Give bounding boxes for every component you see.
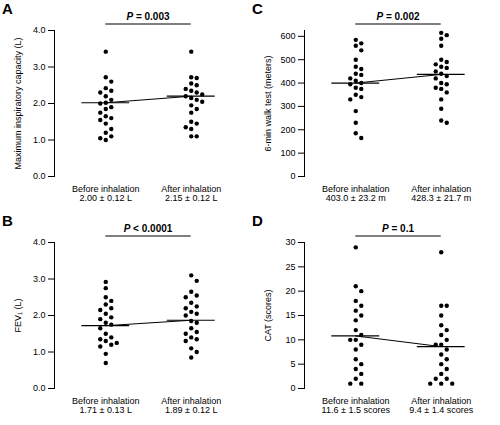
svg-text:3.0: 3.0	[33, 274, 46, 284]
svg-text:0.0: 0.0	[33, 171, 46, 181]
svg-text:200: 200	[280, 125, 295, 135]
html-text:D: D	[252, 212, 263, 229]
svg-text:20: 20	[285, 286, 295, 296]
svg-text:CAT (scores): CAT (scores)	[263, 289, 273, 341]
svg-text:Before inhalation403.0 ± 23.2: Before inhalation403.0 ± 23.2 m	[322, 184, 390, 203]
svg-text:25: 25	[285, 262, 295, 272]
svg-text:6-min walk test (meters): 6-min walk test (meters)	[263, 55, 273, 151]
svg-text:0: 0	[290, 383, 295, 393]
svg-text:4.0: 4.0	[33, 237, 46, 247]
svg-text:Before inhalation2.00 ± 0.12 L: Before inhalation2.00 ± 0.12 L	[72, 184, 140, 203]
svg-text:1.0: 1.0	[33, 347, 46, 357]
svg-text:P < 0.0001: P < 0.0001	[124, 223, 173, 234]
svg-text:After inhalation2.15 ± 0.12 L: After inhalation2.15 ± 0.12 L	[161, 184, 221, 203]
svg-text:Before inhalation1.71 ± 0.13 L: Before inhalation1.71 ± 0.13 L	[72, 396, 140, 415]
svg-text:3.0: 3.0	[33, 62, 46, 72]
svg-text:2.0: 2.0	[33, 98, 46, 108]
svg-text:5: 5	[290, 359, 295, 369]
svg-text:After inhalation9.4 ± 1.4 scor: After inhalation9.4 ± 1.4 scores	[409, 396, 473, 415]
svg-text:P = 0.002: P = 0.002	[376, 11, 420, 22]
svg-text:After inhalation1.89 ± 0.12 L: After inhalation1.89 ± 0.12 L	[161, 396, 221, 415]
svg-text:10: 10	[285, 335, 295, 345]
svg-text:600: 600	[280, 31, 295, 41]
html-text:B: B	[2, 212, 13, 229]
svg-text:After inhalation428.3 ± 21.7 m: After inhalation428.3 ± 21.7 m	[411, 184, 471, 203]
svg-text:0.0: 0.0	[33, 383, 46, 393]
svg-text:P = 0.003: P = 0.003	[126, 11, 170, 22]
svg-text:4.0: 4.0	[33, 25, 46, 35]
svg-text:FEV₁ (L): FEV₁ (L)	[13, 298, 23, 332]
svg-text:400: 400	[280, 78, 295, 88]
svg-text:100: 100	[280, 148, 295, 158]
svg-text:15: 15	[285, 310, 295, 320]
svg-text:2.0: 2.0	[33, 310, 46, 320]
html-text:A: A	[2, 0, 13, 17]
html-text:C: C	[252, 0, 263, 17]
svg-text:Before inhalation11.6 ± 1.5 sc: Before inhalation11.6 ± 1.5 scores	[322, 396, 391, 415]
svg-text:300: 300	[280, 101, 295, 111]
svg-text:P = 0.1: P = 0.1	[382, 223, 414, 234]
svg-text:0: 0	[290, 171, 295, 181]
svg-text:30: 30	[285, 237, 295, 247]
svg-text:1.0: 1.0	[33, 135, 46, 145]
svg-text:Maximum inspiratory capacity (: Maximum inspiratory capacity (L)	[13, 37, 23, 169]
svg-text:500: 500	[280, 55, 295, 65]
